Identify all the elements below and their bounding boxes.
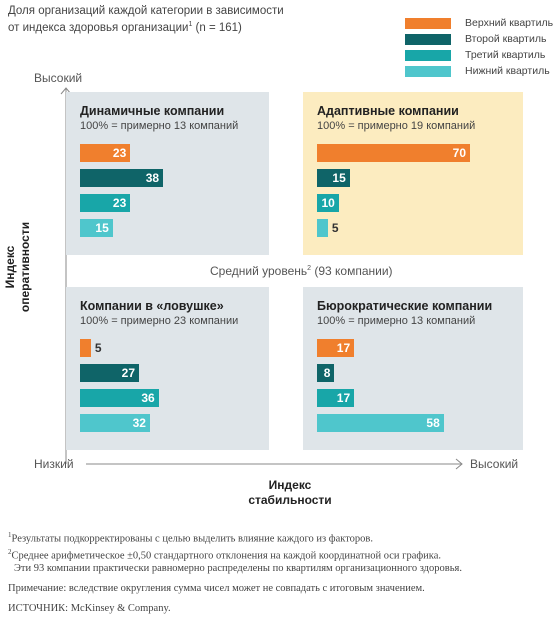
bar-value-label: 36: [141, 391, 155, 405]
x-axis-title-line-2: стабильности: [248, 493, 332, 507]
legend-swatch: [405, 18, 451, 29]
bar-value-label: 8: [323, 366, 331, 380]
bar-bureaucratic-q4: 58: [317, 414, 444, 432]
bar-trapped-q1: 5: [80, 339, 102, 357]
bar-bureaucratic-q3: 17: [317, 389, 355, 407]
source: ИСТОЧНИК: McKinsey & Company.: [8, 603, 171, 614]
note: Примечание: вследствие округления сумма …: [8, 583, 425, 594]
bar-value-label: 23: [112, 146, 127, 160]
panel-subtitle: 100% = примерно 19 компаний: [317, 120, 476, 132]
x-axis-low-label: Низкий: [34, 457, 74, 471]
panel-subtitle: 100% = примерно 13 компаний: [80, 120, 239, 132]
bar-value-label: 15: [95, 221, 109, 235]
panel-title: Компании в «ловушке»: [80, 299, 224, 313]
bar-value-label: 17: [336, 341, 351, 355]
footnote-1: 1Результаты подкорректированы с целью вы…: [8, 531, 373, 545]
legend-swatch: [405, 34, 451, 45]
panel-trapped: Компании в «ловушке» 100% = примерно 23 …: [66, 287, 269, 450]
title-line-2: от индекса здоровья организации1 (n = 16…: [8, 21, 242, 34]
legend-item-second-quartile: Второй квартиль: [405, 33, 555, 46]
bar-dynamic-q4: 15: [80, 219, 113, 237]
bar-value-label: 10: [321, 196, 335, 210]
legend-swatch: [405, 66, 451, 77]
bar-dynamic-q2: 38: [80, 169, 164, 187]
x-axis-arrow: [86, 458, 463, 470]
legend-label: Нижний квартиль: [465, 65, 550, 77]
chart-title: Доля организаций каждой категории в зави…: [8, 4, 328, 35]
bar-value-label: 17: [336, 391, 351, 405]
legend-label: Третий квартиль: [465, 49, 546, 61]
bar-trapped-q3: 36: [80, 389, 159, 407]
x-axis-high-label: Высокий: [470, 457, 519, 471]
footnote-2: 2Среднее арифметическое ±0,50 стандартно…: [8, 547, 442, 562]
panel-title: Динамичные компании: [80, 104, 225, 118]
legend-item-third-quartile: Третий квартиль: [405, 49, 555, 62]
x-axis-title-line-1: Индекс: [268, 478, 312, 492]
bar-value-label: 23: [112, 196, 127, 210]
panel-bureaucratic: Бюрократические компании 100% = примерно…: [303, 287, 523, 450]
legend-label: Верхний квартиль: [465, 17, 554, 29]
legend-item-top-quartile: Верхний квартиль: [405, 17, 555, 30]
bar-value-label: 5: [331, 221, 339, 235]
bar-trapped-q4: 32: [80, 414, 150, 432]
footnotes: 1Результаты подкорректированы с целью вы…: [8, 529, 553, 615]
x-axis-title: Индекс стабильности: [240, 478, 340, 508]
bar-value-label: 5: [94, 341, 102, 355]
y-axis-title-line-2: оперативности: [18, 221, 32, 313]
y-axis-title: Индекс оперативности: [3, 197, 37, 337]
bar-dynamic-q3: 23: [80, 194, 131, 212]
legend-swatch: [405, 50, 451, 61]
bar-value-label: 38: [145, 171, 160, 185]
bar-trapped-q2: 27: [80, 364, 139, 382]
y-axis-high-label: Высокий: [34, 71, 83, 85]
panel-dynamic: Динамичные компании 100% = примерно 13 к…: [66, 92, 269, 255]
bar-adaptive-q2: 15: [317, 169, 350, 187]
bar-bureaucratic-q2: 8: [317, 364, 335, 382]
title-line-1: Доля организаций каждой категории в зави…: [8, 5, 284, 17]
panel-title: Адаптивные компании: [317, 104, 459, 118]
y-axis-title-line-1: Индекс: [3, 245, 17, 289]
middle-level-label: Средний уровень2 (93 компании): [210, 264, 393, 278]
bar-adaptive-q1: 70: [317, 144, 470, 162]
footnote-2b: Эти 93 компании практически равномерно р…: [14, 563, 462, 574]
bar-adaptive-q3: 10: [317, 194, 339, 212]
legend-label: Второй квартиль: [465, 33, 547, 45]
panel-subtitle: 100% = примерно 13 компаний: [317, 315, 476, 327]
bar-value-label: 15: [332, 171, 346, 185]
bar-value-label: 58: [426, 416, 440, 430]
bar-value-label: 27: [121, 366, 135, 380]
bar-adaptive-q4: 5: [317, 219, 339, 237]
legend-item-bottom-quartile: Нижний квартиль: [405, 65, 555, 78]
panel-subtitle: 100% = примерно 23 компании: [80, 315, 239, 327]
bar-value-label: 70: [452, 146, 466, 160]
bar-dynamic-q1: 23: [80, 144, 131, 162]
bar-bureaucratic-q1: 17: [317, 339, 355, 357]
panel-title: Бюрократические компании: [317, 299, 493, 313]
panel-adaptive: Адаптивные компании 100% = примерно 19 к…: [303, 92, 523, 255]
bar-value-label: 32: [132, 416, 146, 430]
